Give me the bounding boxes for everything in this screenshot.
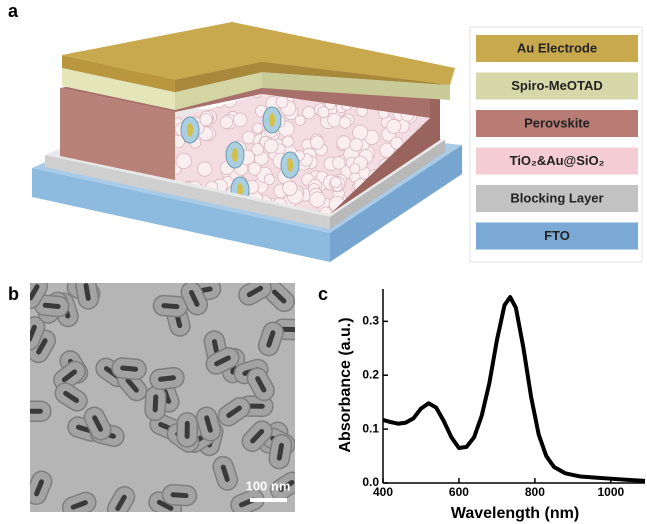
- legend-label: TiO₂&Au@SiO₂: [510, 153, 605, 168]
- nanorod: [162, 484, 197, 506]
- nanorod: [177, 413, 197, 447]
- y-tick-label: 0.1: [362, 421, 379, 435]
- particle: [176, 153, 192, 169]
- particle: [276, 96, 288, 108]
- particle: [264, 174, 275, 185]
- particle: [252, 123, 262, 133]
- particle: [416, 206, 426, 216]
- particle: [198, 162, 212, 176]
- scale-bar-label: 100 nm: [246, 478, 291, 493]
- particle: [200, 114, 212, 126]
- particle: [387, 119, 401, 133]
- particle: [328, 113, 341, 126]
- particle: [350, 138, 363, 151]
- x-axis-label: Wavelength (nm): [451, 505, 579, 522]
- au-core: [232, 148, 238, 162]
- particle: [220, 116, 233, 129]
- nanorod: [111, 357, 147, 380]
- particle: [233, 113, 247, 127]
- legend-label: FTO: [544, 228, 570, 243]
- gold-core: [185, 421, 190, 439]
- particle: [337, 136, 351, 150]
- particle: [310, 192, 325, 207]
- x-tick-label: 400: [373, 485, 393, 499]
- gold-core: [153, 394, 159, 412]
- particle: [350, 163, 360, 173]
- device-schematic: [32, 22, 462, 262]
- particle: [353, 125, 368, 140]
- absorbance-line: [383, 297, 645, 481]
- particle: [295, 115, 305, 125]
- au-core: [187, 123, 193, 137]
- legend-label: Au Electrode: [517, 40, 597, 55]
- legend-label: Blocking Layer: [510, 190, 603, 205]
- nanorod: [149, 367, 185, 391]
- nanorod: [17, 401, 51, 421]
- legend-label: Perovskite: [524, 115, 590, 130]
- au-core: [269, 113, 275, 127]
- particle: [330, 177, 341, 188]
- legend-label: Spiro-MeOTAD: [511, 78, 602, 93]
- x-tick-label: 800: [525, 485, 545, 499]
- x-tick-label: 600: [449, 485, 469, 499]
- gold-core: [25, 409, 43, 414]
- panel-label: b: [8, 284, 19, 304]
- nanorod: [145, 386, 167, 421]
- y-tick-label: 0.2: [362, 367, 379, 381]
- panel-label: a: [8, 1, 19, 21]
- y-axis-label: Absorbance (a.u.): [337, 317, 354, 452]
- au-core: [287, 158, 293, 172]
- panel-label: c: [318, 284, 328, 304]
- absorbance-chart: Absorbance (a.u.) Wavelength (nm) 0.00.1…: [337, 289, 645, 522]
- particle: [339, 117, 350, 128]
- y-tick-label: 0.3: [362, 314, 379, 328]
- legend: Au Electrode Spiro-MeOTAD Perovskite TiO₂&A…: [476, 35, 638, 250]
- particle: [242, 131, 255, 144]
- particle: [310, 136, 324, 150]
- particle: [318, 107, 329, 118]
- particle: [332, 157, 345, 170]
- figure: a b c Au Electrode Spiro-MeOTAD Perovskite…: [0, 0, 647, 524]
- particle: [283, 181, 297, 195]
- x-tick-label: 1000: [597, 485, 624, 499]
- particle: [264, 139, 278, 153]
